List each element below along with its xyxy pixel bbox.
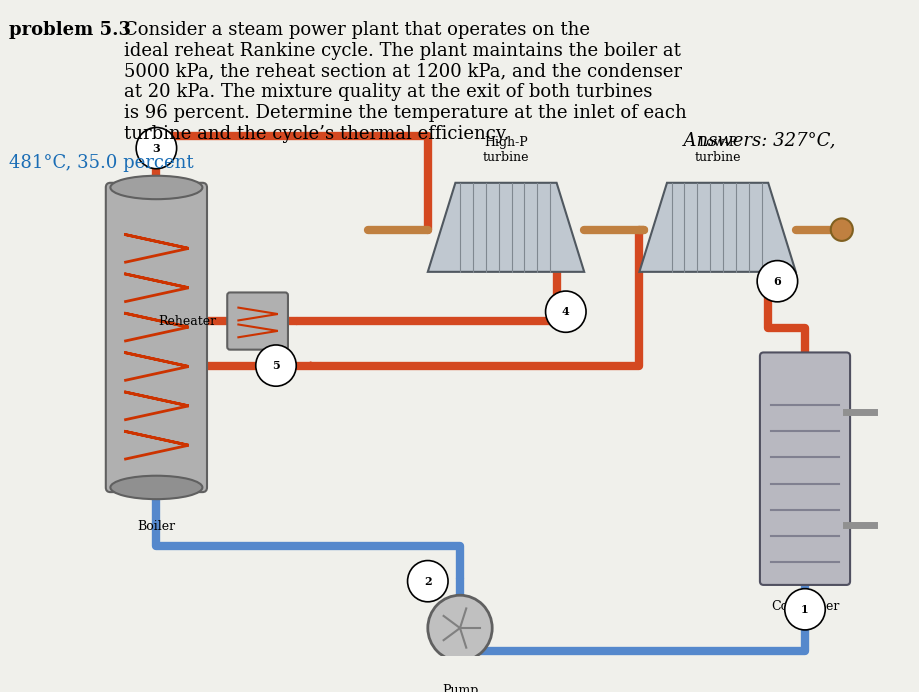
- Circle shape: [545, 291, 585, 332]
- FancyBboxPatch shape: [106, 183, 207, 492]
- Text: High-P
turbine: High-P turbine: [482, 136, 528, 164]
- Circle shape: [756, 261, 797, 302]
- Text: Consider a steam power plant that operates on the
ideal reheat Rankine cycle. Th: Consider a steam power plant that operat…: [124, 21, 686, 143]
- FancyBboxPatch shape: [227, 293, 288, 349]
- Circle shape: [784, 589, 824, 630]
- Text: problem 5.3: problem 5.3: [9, 21, 131, 39]
- Text: 5: 5: [272, 360, 279, 371]
- Text: 3: 3: [153, 143, 160, 154]
- Text: 6: 6: [773, 275, 780, 286]
- Text: 4: 4: [562, 306, 569, 317]
- Circle shape: [136, 127, 176, 169]
- Polygon shape: [639, 183, 795, 272]
- Circle shape: [407, 561, 448, 602]
- FancyBboxPatch shape: [759, 352, 849, 585]
- Text: Reheater: Reheater: [158, 315, 216, 327]
- Polygon shape: [427, 183, 584, 272]
- Circle shape: [427, 595, 492, 661]
- Ellipse shape: [110, 475, 202, 499]
- Text: 1: 1: [800, 604, 808, 614]
- Circle shape: [830, 219, 852, 241]
- Text: 481°C, 35.0 percent: 481°C, 35.0 percent: [9, 154, 194, 172]
- Text: 2: 2: [424, 576, 431, 587]
- Text: Pump: Pump: [441, 684, 478, 692]
- Circle shape: [255, 345, 296, 386]
- Ellipse shape: [110, 176, 202, 199]
- Text: Boiler: Boiler: [137, 520, 176, 534]
- Text: Condenser: Condenser: [770, 600, 838, 613]
- Text: Low-P
turbine: Low-P turbine: [694, 136, 740, 164]
- Text: Answers: 327°C,: Answers: 327°C,: [671, 131, 834, 149]
